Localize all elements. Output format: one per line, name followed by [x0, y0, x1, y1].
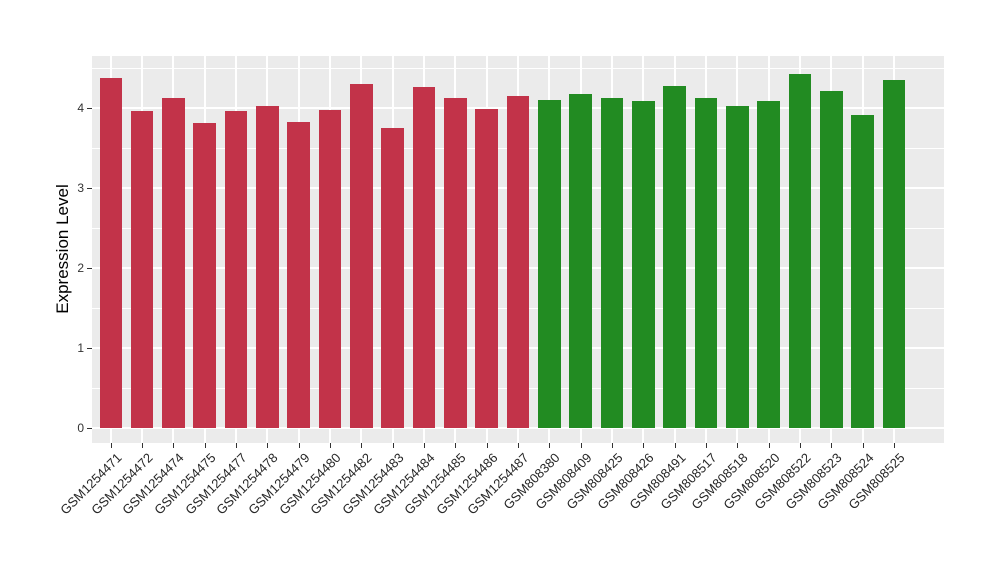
x-axis-tick	[831, 443, 833, 448]
x-axis-tick	[486, 443, 488, 448]
x-axis-tick	[173, 443, 175, 448]
y-axis-title: Expression Level	[53, 184, 72, 314]
x-axis-tick	[862, 443, 864, 448]
x-axis-tick	[330, 443, 332, 448]
bar-GSM808491	[663, 85, 686, 428]
bar-GSM808522	[788, 73, 812, 428]
x-axis-tick	[204, 443, 206, 448]
bar-GSM1254477	[224, 111, 248, 428]
bar-GSM808380	[538, 100, 561, 428]
x-axis-tick	[768, 443, 770, 448]
major-gridline	[92, 427, 944, 429]
x-axis-tick	[611, 443, 613, 448]
bar-GSM808409	[569, 94, 592, 428]
y-tick-label: 3	[77, 181, 84, 195]
bar-GSM1254483	[381, 128, 404, 428]
bar-GSM1254471	[99, 78, 123, 428]
y-axis-tick	[87, 188, 92, 189]
bar-GSM808517	[694, 97, 718, 428]
y-axis-tick	[87, 428, 92, 429]
y-axis-tick	[87, 268, 92, 269]
x-axis-tick	[549, 443, 551, 448]
y-tick-label: 4	[77, 101, 84, 115]
y-tick-label: 1	[77, 341, 84, 355]
x-axis-tick	[424, 443, 426, 448]
x-axis-tick	[674, 443, 676, 448]
x-axis-tick	[142, 443, 144, 448]
bar-GSM1254482	[350, 84, 373, 428]
x-axis-tick	[392, 443, 394, 448]
x-axis-tick	[580, 443, 582, 448]
x-axis-tick	[643, 443, 645, 448]
bar-GSM1254484	[412, 87, 436, 428]
bar-GSM808520	[757, 100, 780, 428]
bar-GSM1254478	[256, 105, 279, 428]
x-axis-tick	[361, 443, 363, 448]
minor-gridline	[92, 68, 944, 69]
bar-GSM1254486	[475, 108, 498, 428]
bar-GSM808525	[882, 80, 906, 428]
x-axis-tick	[799, 443, 801, 448]
bar-GSM1254475	[193, 123, 217, 428]
bar-GSM808524	[851, 115, 874, 428]
x-axis-tick	[110, 443, 112, 448]
x-axis-tick	[705, 443, 707, 448]
bar-GSM808518	[725, 106, 749, 428]
bar-GSM808523	[819, 91, 843, 428]
bar-GSM1254480	[318, 109, 342, 428]
x-axis-tick	[267, 443, 269, 448]
x-axis-tick	[455, 443, 457, 448]
y-axis-tick	[87, 108, 92, 109]
y-tick-label: 2	[77, 261, 84, 275]
bar-GSM1254487	[506, 96, 530, 428]
x-axis-tick	[518, 443, 519, 448]
bar-GSM808426	[632, 100, 655, 428]
bar-GSM1254485	[444, 98, 467, 428]
x-axis-tick	[236, 443, 238, 448]
x-axis-tick	[298, 443, 300, 448]
bar-GSM1254474	[162, 98, 185, 428]
x-axis-tick	[737, 443, 739, 448]
plot-panel	[92, 56, 944, 443]
x-axis-tick	[893, 443, 895, 448]
y-axis-tick	[87, 348, 92, 349]
y-tick-label: 0	[77, 421, 84, 435]
bar-GSM808425	[600, 98, 624, 428]
bar-GSM1254479	[287, 122, 310, 428]
bar-GSM1254472	[130, 111, 154, 428]
